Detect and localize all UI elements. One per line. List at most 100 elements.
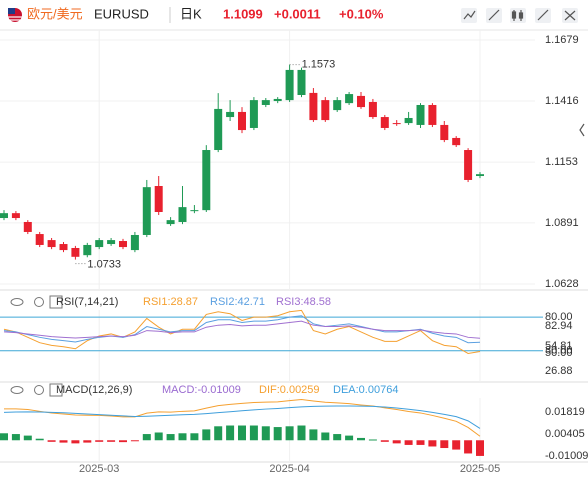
candle-body: [309, 92, 318, 121]
histogram-bar: [154, 432, 163, 441]
candle-body: [35, 234, 44, 245]
candle-body: [261, 100, 270, 105]
y-tick-label: 0.01819: [545, 406, 585, 418]
candle-body: [428, 104, 437, 125]
flag: [8, 8, 22, 22]
candle-body: [464, 150, 473, 180]
settings-button[interactable]: [34, 297, 44, 307]
candle-body: [345, 94, 354, 104]
visibility-toggle[interactable]: [10, 298, 24, 306]
value-tag: 26.88: [545, 365, 573, 377]
candle-body: [0, 213, 8, 219]
change-pct: +0.10%: [339, 6, 384, 21]
histogram-bar: [202, 429, 211, 441]
pair-name: 欧元/美元: [27, 6, 83, 21]
histogram-bar: [428, 440, 437, 447]
candle-body: [297, 69, 306, 95]
period[interactable]: 日K: [180, 6, 202, 21]
histogram-bar: [83, 440, 92, 443]
candle-body: [154, 186, 163, 212]
candle-body: [59, 244, 68, 251]
price: 1.1099: [223, 6, 263, 21]
histogram-bar: [321, 432, 330, 441]
histogram-bar: [226, 425, 235, 441]
indicator-box: [49, 295, 63, 309]
x-tick-label: 2025-04: [269, 463, 309, 475]
histogram-bar: [190, 433, 199, 441]
rsi-title: RSI(7,14,21): [56, 296, 118, 308]
candle-body: [321, 100, 330, 121]
histogram-bar: [47, 440, 56, 442]
histogram-bar: [345, 435, 354, 441]
x-tick-label: 2025-03: [79, 463, 119, 475]
histogram-bar: [214, 426, 223, 441]
candle-body: [107, 240, 116, 245]
histogram-bar: [238, 425, 246, 441]
candle-body: [333, 100, 342, 111]
candle-body: [142, 187, 151, 235]
histogram-bar: [357, 437, 365, 441]
candle-body: [214, 108, 223, 151]
y-tick-label: 80.00: [545, 311, 573, 323]
histogram-bar: [166, 434, 175, 441]
histogram-bar: [452, 440, 461, 450]
histogram-bar: [416, 440, 425, 445]
indicator-box: [49, 383, 63, 397]
rsi-line: [3, 315, 481, 344]
draw-icon: [488, 9, 500, 21]
y-tick-label: 1.0628: [545, 278, 579, 290]
value-tag: 54.81: [545, 340, 573, 352]
histogram-bar: [309, 429, 318, 441]
candle-body: [226, 111, 235, 118]
y-tick-label: 30.00: [545, 345, 573, 357]
x-tick-label: 2025-05: [460, 463, 500, 475]
candle-body: [440, 124, 449, 141]
histogram-bar: [130, 440, 139, 442]
scroll-button[interactable]: [579, 123, 585, 137]
histogram-bar: [380, 440, 389, 442]
candle-body: [476, 174, 484, 177]
value-tag: 82.94: [545, 320, 573, 332]
y-tick-label: 1.1416: [545, 95, 579, 107]
candle-body: [190, 210, 199, 212]
change: +0.0011: [274, 6, 321, 21]
candle-body: [95, 240, 104, 248]
histogram-bar: [107, 440, 116, 442]
histogram-bar: [71, 440, 80, 444]
candle-body: [452, 137, 461, 146]
value-tag: 50.00: [545, 347, 573, 359]
high-annotation: 1.1573: [302, 58, 336, 70]
kline-icon: [511, 11, 517, 19]
candle-body: [357, 95, 365, 108]
histogram-bar: [142, 434, 151, 441]
histogram-bar: [464, 440, 473, 454]
legend-entry: RSI2:42.71: [210, 296, 265, 308]
histogram-bar: [297, 425, 306, 441]
candle-body: [130, 234, 139, 251]
histogram-bar: [285, 426, 294, 441]
close-icon: [564, 10, 576, 21]
y-tick-label: 1.1679: [545, 34, 579, 46]
histogram-bar: [59, 440, 68, 443]
symbol: EURUSD: [94, 6, 149, 21]
histogram-bar: [35, 438, 44, 441]
candle-body: [71, 247, 80, 257]
settings-button[interactable]: [34, 385, 44, 395]
legend-entry: RSI1:28.87: [143, 296, 198, 308]
y-tick-label: 1.0891: [545, 217, 579, 229]
candle-body: [47, 240, 56, 248]
candle-body: [23, 221, 32, 232]
rsi-line: [3, 309, 481, 355]
histogram-bar: [119, 440, 127, 443]
y-tick-label: 1.1153: [545, 156, 578, 168]
histogram-bar: [249, 425, 258, 441]
visibility-toggle[interactable]: [10, 386, 24, 394]
candle-body: [11, 213, 20, 219]
indicator-icon: [463, 10, 476, 20]
candle-body: [380, 117, 389, 128]
legend-entry: MACD:-0.01009: [162, 384, 241, 396]
histogram-bar: [95, 440, 104, 442]
legend-entry: RSI3:48.58: [276, 296, 331, 308]
candle-body: [119, 241, 127, 248]
